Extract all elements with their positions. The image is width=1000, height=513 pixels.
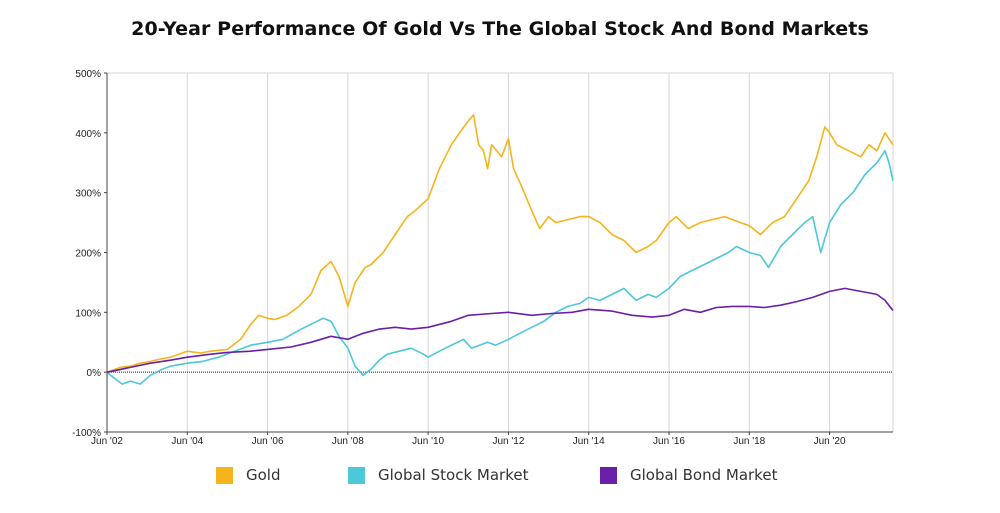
x-tick-label: Jun '12 [492,436,524,447]
y-tick-label: 300% [75,189,101,200]
legend-item-global-bond-market: Global Bond Market [600,466,777,484]
y-tick-label: 500% [75,69,101,80]
x-tick-label: Jun '08 [332,436,364,447]
legend-swatch-global-stock-market [348,466,365,484]
x-tick-label: Jun '02 [91,436,123,447]
x-tick-label: Jun '16 [653,436,685,447]
axis-layer: Jun '02 Jun '04 Jun '06 Jun '08 Jun '10 Jun '… [72,69,893,447]
legend: Gold Global Stock Market Global Bond Mar… [0,466,1000,494]
legend-item-global-stock-market: Global Stock Market [348,466,528,484]
legend-label-global-bond-market: Global Bond Market [630,466,778,484]
y-tick-label: -100% [72,428,101,439]
legend-label-global-stock-market: Global Stock Market [378,466,529,484]
legend-label-gold: Gold [246,466,281,484]
x-tick-label: Jun '18 [733,436,765,447]
legend-swatch-gold [216,466,233,484]
y-tick-label: 200% [75,249,101,260]
chart-title: 20-Year Performance Of Gold Vs The Globa… [131,18,869,40]
series-line-gold [106,114,894,373]
series-line-global-bond-market [106,287,894,373]
series-line-global-stock-market [106,150,894,385]
y-tick-label: 400% [75,129,101,140]
series-layer [106,114,894,385]
x-tick-label: Jun '14 [573,436,605,447]
legend-swatch-global-bond-market [600,466,617,484]
legend-item-gold: Gold [216,466,281,484]
x-tick-label: Jun '20 [814,436,846,447]
x-tick-label: Jun '06 [252,436,284,447]
y-tick-label: 0% [87,368,102,379]
x-tick-label: Jun '04 [171,436,203,447]
x-tick-label: Jun '10 [412,436,444,447]
grid-layer [107,72,894,432]
y-tick-label: 100% [75,308,101,319]
